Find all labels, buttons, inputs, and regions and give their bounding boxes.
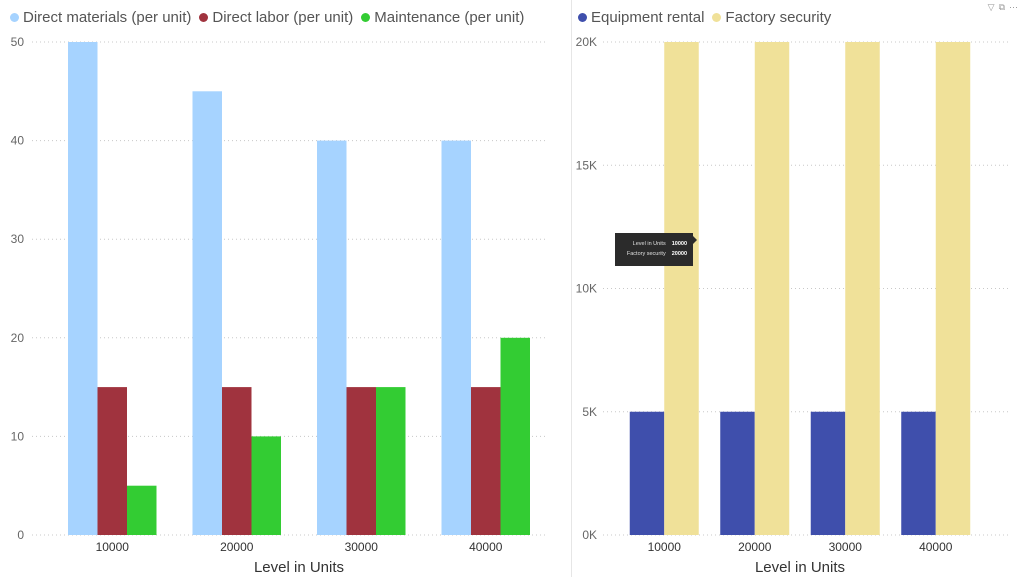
tooltip-label: Level in Units bbox=[632, 241, 666, 247]
legend-item[interactable]: Equipment rental bbox=[578, 9, 704, 26]
bar[interactable] bbox=[317, 140, 347, 535]
legend-item[interactable]: Direct materials (per unit) bbox=[10, 9, 191, 26]
more-options-icon[interactable]: ⋯ bbox=[1009, 2, 1018, 12]
bar[interactable] bbox=[664, 42, 699, 535]
bar[interactable] bbox=[192, 91, 223, 536]
right-chart-panel: Equipment rental Factory security 0K 5K 10K… bbox=[573, 0, 1024, 577]
x-tick-label: 40000 bbox=[469, 540, 503, 554]
legend-marker bbox=[578, 13, 587, 22]
x-tick-label: 10000 bbox=[648, 540, 682, 554]
bar[interactable] bbox=[251, 436, 282, 535]
legend-item[interactable]: Direct labor (per unit) bbox=[199, 9, 353, 26]
left-chart-panel: Direct materials (per unit) Direct labor … bbox=[10, 9, 548, 576]
bar[interactable] bbox=[720, 411, 755, 535]
legend-item[interactable]: Factory security bbox=[712, 9, 831, 26]
bar[interactable] bbox=[754, 42, 790, 535]
legend-label: Direct labor (per unit) bbox=[212, 9, 354, 26]
y-tick-label: 10 bbox=[11, 429, 25, 443]
legend-left: Direct materials (per unit) Direct labor … bbox=[10, 9, 532, 26]
legend-item[interactable]: Maintenance (per unit) bbox=[361, 9, 524, 26]
legend-marker bbox=[10, 13, 19, 22]
tooltip-row-security: Factory security 20000 bbox=[621, 249, 687, 259]
x-tick-label: 20000 bbox=[738, 540, 772, 554]
y-tick-label: 20K bbox=[576, 35, 597, 49]
filter-icon[interactable]: ▽ bbox=[987, 2, 995, 12]
legend-marker bbox=[199, 13, 209, 22]
legend-label: Direct materials (per unit) bbox=[23, 9, 192, 26]
bar[interactable] bbox=[68, 42, 98, 535]
bar[interactable] bbox=[127, 485, 157, 535]
y-tick-label: 0 bbox=[17, 528, 24, 542]
left-chart-svg: 0 10 20 30 40 50 10000 20000 30000 40000 Level in … bbox=[11, 35, 548, 576]
x-axis-title: Level in Units bbox=[254, 559, 344, 576]
bar[interactable] bbox=[901, 411, 936, 535]
visual-header-icons: ▽ ⧉ ⋯ bbox=[988, 2, 1018, 13]
legend-marker bbox=[361, 13, 371, 22]
bar[interactable] bbox=[97, 387, 128, 535]
tooltip-row-level: Level in Units 10000 bbox=[621, 239, 687, 249]
y-tick-label: 40 bbox=[11, 134, 25, 148]
y-tick-label: 10K bbox=[576, 282, 597, 296]
bar[interactable] bbox=[935, 42, 971, 535]
panel-divider bbox=[571, 0, 572, 577]
x-tick-label: 20000 bbox=[220, 540, 254, 554]
bar[interactable] bbox=[441, 140, 472, 535]
legend-label: Factory security bbox=[725, 9, 832, 26]
y-tick-label: 30 bbox=[11, 232, 25, 246]
x-tick-label: 10000 bbox=[96, 540, 130, 554]
bar[interactable] bbox=[845, 42, 880, 535]
bar[interactable] bbox=[500, 337, 531, 535]
legend-right: Equipment rental Factory security bbox=[578, 9, 839, 26]
x-axis-title: Level in Units bbox=[755, 559, 845, 576]
y-tick-label: 15K bbox=[576, 158, 597, 172]
y-tick-label: 0K bbox=[582, 528, 597, 542]
right-chart-svg: 0K 5K 10K 15K 20K 10000 20000 30000 40000 Level i… bbox=[576, 35, 1011, 576]
tooltip-value: 20000 bbox=[671, 251, 687, 257]
x-tick-label: 30000 bbox=[829, 540, 863, 554]
chart-tooltip: Level in Units 10000 Factory security 20… bbox=[615, 233, 697, 266]
tooltip-value: 10000 bbox=[671, 241, 687, 247]
bar[interactable] bbox=[810, 411, 846, 535]
tooltip-label: Factory security bbox=[626, 251, 666, 257]
bar[interactable] bbox=[222, 387, 252, 535]
x-tick-label: 40000 bbox=[919, 540, 953, 554]
bar[interactable] bbox=[376, 387, 406, 535]
legend-label: Equipment rental bbox=[591, 9, 705, 26]
legend-marker bbox=[712, 13, 722, 22]
x-tick-label: 30000 bbox=[345, 540, 379, 554]
bar[interactable] bbox=[346, 387, 377, 535]
legend-label: Maintenance (per unit) bbox=[374, 9, 525, 26]
bar[interactable] bbox=[629, 411, 665, 535]
y-tick-label: 20 bbox=[11, 331, 25, 345]
focus-mode-icon[interactable]: ⧉ bbox=[998, 2, 1005, 12]
y-tick-label: 50 bbox=[11, 35, 25, 49]
y-tick-label: 5K bbox=[582, 405, 597, 419]
bar[interactable] bbox=[471, 387, 501, 535]
